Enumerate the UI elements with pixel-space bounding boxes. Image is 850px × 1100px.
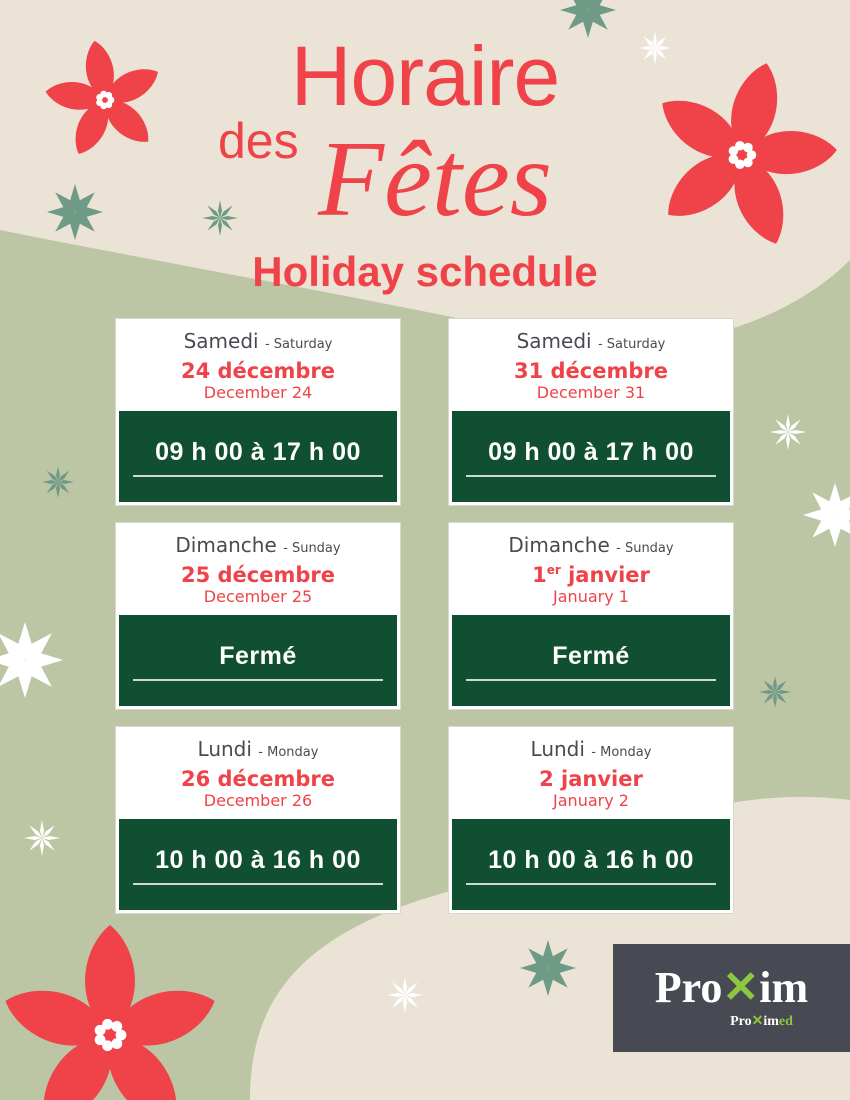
date-en: December 31 — [536, 383, 646, 402]
date-en: December 26 — [203, 791, 313, 810]
sparkle-icon — [803, 483, 850, 547]
date-fr: 31 décembre — [513, 359, 668, 383]
schedule-card: Dimanche - Sunday 1er janvier January 1 … — [448, 522, 734, 710]
date-en: December 25 — [203, 587, 313, 606]
schedule-card: Dimanche - Sunday 25 décembre December 2… — [115, 522, 401, 710]
poinsettia-icon — [45, 40, 158, 154]
day-label: Samedi - Saturday — [183, 329, 333, 353]
poinsettia-icon — [5, 925, 215, 1100]
subtitle: Holiday schedule — [252, 248, 598, 295]
proxim-logo: Pro✕im Pro✕imed — [613, 944, 850, 1052]
hours-text: Fermé — [219, 642, 297, 671]
schedule-card: Samedi - Saturday 31 décembre December 3… — [448, 318, 734, 506]
sparkle-icon — [759, 676, 791, 708]
sparkle-icon — [639, 32, 671, 64]
hours-box: Fermé — [119, 615, 397, 706]
day-label: Lundi - Monday — [197, 737, 319, 761]
day-label: Samedi - Saturday — [516, 329, 666, 353]
date-fr: 2 janvier — [539, 767, 643, 791]
sparkle-icon — [560, 0, 616, 38]
date-fr: 26 décembre — [180, 767, 335, 791]
day-label: Dimanche - Sunday — [175, 533, 341, 557]
date-fr: 24 décembre — [180, 359, 335, 383]
hours-box: 09 h 00 à 17 h 00 — [119, 411, 397, 502]
schedule-card: Lundi - Monday 2 janvier January 2 10 h … — [448, 726, 734, 914]
divider — [466, 475, 716, 477]
date-fr: 1er janvier — [532, 563, 650, 587]
title-des: des — [218, 113, 299, 169]
sparkle-icon — [47, 184, 103, 240]
sparkle-icon — [42, 466, 74, 498]
poinsettia-icon — [662, 63, 837, 244]
day-label: Dimanche - Sunday — [508, 533, 674, 557]
divider — [466, 679, 716, 681]
date-en: January 1 — [553, 587, 629, 606]
hours-box: 10 h 00 à 16 h 00 — [119, 819, 397, 910]
hours-text: 09 h 00 à 17 h 00 — [155, 438, 361, 467]
sparkle-icon — [0, 622, 63, 698]
sparkle-icon — [520, 940, 576, 996]
day-label: Lundi - Monday — [530, 737, 652, 761]
schedule-card: Samedi - Saturday 24 décembre December 2… — [115, 318, 401, 506]
divider — [466, 883, 716, 885]
hours-text: 09 h 00 à 17 h 00 — [488, 438, 694, 467]
sparkle-icon — [387, 977, 423, 1013]
divider — [133, 475, 383, 477]
hours-text: 10 h 00 à 16 h 00 — [488, 846, 694, 875]
date-en: December 24 — [203, 383, 313, 402]
hours-box: Fermé — [452, 615, 730, 706]
hours-box: 10 h 00 à 16 h 00 — [452, 819, 730, 910]
title-horaire: Horaire — [290, 29, 560, 123]
title-fetes: Fêtes — [318, 120, 552, 239]
sparkle-icon — [24, 820, 60, 856]
hours-text: 10 h 00 à 16 h 00 — [155, 846, 361, 875]
schedule-card: Lundi - Monday 26 décembre December 26 1… — [115, 726, 401, 914]
date-fr: 25 décembre — [180, 563, 335, 587]
date-en: January 2 — [553, 791, 629, 810]
sparkle-icon — [770, 414, 806, 450]
hours-text: Fermé — [552, 642, 630, 671]
hours-box: 09 h 00 à 17 h 00 — [452, 411, 730, 502]
sparkle-icon — [202, 200, 238, 236]
divider — [133, 679, 383, 681]
divider — [133, 883, 383, 885]
